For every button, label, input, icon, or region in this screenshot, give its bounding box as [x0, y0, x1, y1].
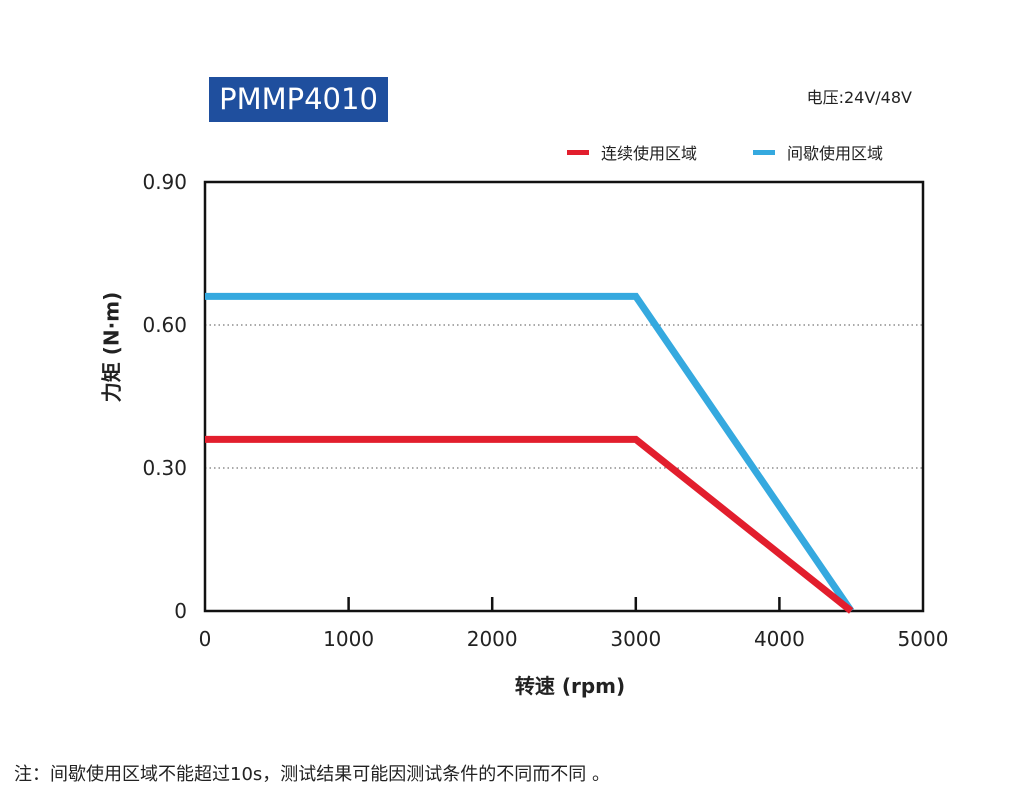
series-line-1	[205, 292, 855, 613]
legend-swatch-continuous	[567, 149, 589, 155]
plot-frame	[203, 180, 925, 613]
legend-label-intermittent: 间歇使用区域	[787, 144, 884, 163]
grid-lines	[205, 324, 923, 469]
series-line-0	[205, 435, 854, 614]
legend-item-intermittent: 间歇使用区域	[753, 140, 883, 164]
legend: 连续使用区域 间歇使用区域	[560, 140, 920, 164]
y-axis-title: 力矩 (N·m)	[99, 291, 124, 403]
x-tick-label-1: 1000	[323, 627, 374, 651]
chart-title-badge: PMMP4010	[209, 77, 388, 122]
plot-border	[203, 180, 925, 613]
y-axis-title-wrap: 力矩 (N·m)	[88, 262, 132, 432]
tick-labels: 0 1000 2000 3000 4000 5000 0 0.30 0.60 0.90	[142, 170, 948, 651]
y-tick-label-3: 0.90	[142, 170, 187, 194]
voltage-label: 电压:24V/48V	[806, 88, 912, 107]
x-tick-label-2: 2000	[467, 627, 518, 651]
data-series	[205, 292, 855, 614]
y-tick-label-1: 0.30	[142, 456, 187, 480]
x-tick-label-4: 4000	[754, 627, 805, 651]
footnote: 注：间歇使用区域不能超过10s，测试结果可能因测试条件的不同而不同 。	[14, 764, 611, 785]
y-tick-label-2: 0.60	[142, 313, 187, 337]
x-tick-label-5: 5000	[898, 627, 949, 651]
x-axis-title: 转速 (rpm)	[514, 674, 626, 698]
x-tick-label-3: 3000	[610, 627, 661, 651]
y-tick-label-0: 0	[174, 599, 187, 623]
legend-swatch-intermittent	[753, 149, 775, 155]
x-tick-label-0: 0	[199, 627, 212, 651]
legend-label-continuous: 连续使用区域	[601, 144, 698, 163]
legend-item-continuous: 连续使用区域	[567, 140, 697, 164]
